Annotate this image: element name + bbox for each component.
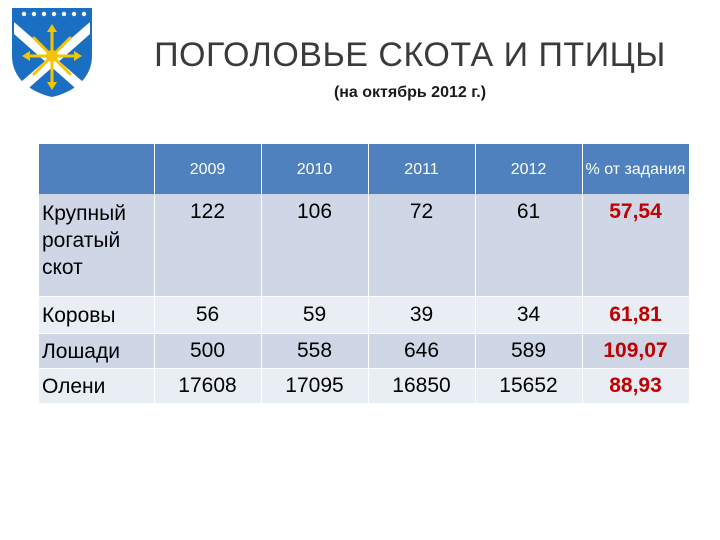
table-cell: 56 — [154, 296, 262, 334]
table-cell: 106 — [261, 194, 369, 297]
coat-of-arms-icon — [8, 4, 96, 102]
header-cell-empty — [39, 144, 155, 194]
header-cell-percent: % от задания — [582, 144, 690, 194]
table-cell: 59 — [261, 296, 369, 334]
percent-cell: 109,07 — [582, 333, 690, 369]
table-cell: 17095 — [261, 368, 369, 404]
table-cell: 17608 — [154, 368, 262, 404]
row-label: Лошади — [39, 333, 155, 369]
row-label: Олени — [39, 368, 155, 404]
livestock-table: 2009 2010 2011 2012 % от задания Крупный… — [39, 144, 690, 404]
table-row: Крупный рогатый скот 122 106 72 61 57,54 — [39, 194, 690, 297]
table-cell: 16850 — [368, 368, 476, 404]
table-cell: 61 — [475, 194, 583, 297]
table-row: Олени 17608 17095 16850 15652 88,93 — [39, 368, 690, 404]
table-cell: 500 — [154, 333, 262, 369]
table-row: Коровы 56 59 39 34 61,81 — [39, 296, 690, 334]
table-cell: 15652 — [475, 368, 583, 404]
header-cell-2009: 2009 — [154, 144, 262, 194]
table-header-row: 2009 2010 2011 2012 % от задания — [39, 144, 690, 194]
table-cell: 39 — [368, 296, 476, 334]
table-cell: 646 — [368, 333, 476, 369]
table-cell: 589 — [475, 333, 583, 369]
page-subtitle: (на октябрь 2012 г.) — [333, 84, 487, 101]
page-title: ПОГОЛОВЬЕ СКОТА И ПТИЦЫ — [154, 36, 666, 74]
header-cell-2012: 2012 — [475, 144, 583, 194]
row-label: Крупный рогатый скот — [39, 194, 155, 297]
row-label: Коровы — [39, 296, 155, 334]
table-cell: 122 — [154, 194, 262, 297]
percent-cell: 61,81 — [582, 296, 690, 334]
table-row: Лошади 500 558 646 589 109,07 — [39, 333, 690, 369]
table-cell: 558 — [261, 333, 369, 369]
table-cell: 34 — [475, 296, 583, 334]
percent-cell: 57,54 — [582, 194, 690, 297]
header-cell-2011: 2011 — [368, 144, 476, 194]
table-cell: 72 — [368, 194, 476, 297]
header-cell-2010: 2010 — [261, 144, 369, 194]
percent-cell: 88,93 — [582, 368, 690, 404]
